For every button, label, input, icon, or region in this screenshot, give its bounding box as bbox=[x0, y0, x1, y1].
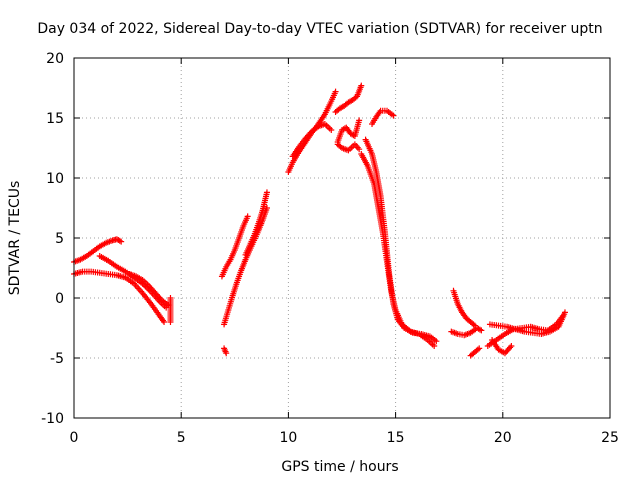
series-track-b bbox=[71, 268, 168, 325]
series-track-i bbox=[242, 189, 270, 258]
data-point bbox=[167, 319, 174, 325]
series-track-f bbox=[221, 345, 230, 357]
series-track-k bbox=[289, 121, 335, 160]
y-tick-label: 0 bbox=[55, 291, 64, 307]
data-points bbox=[71, 82, 568, 359]
series-track-n bbox=[334, 141, 363, 154]
series-track-l bbox=[332, 82, 365, 115]
y-tick-label: -10 bbox=[41, 411, 64, 427]
series-track-r bbox=[450, 287, 478, 329]
series-track-h bbox=[218, 213, 251, 280]
data-point bbox=[328, 127, 335, 133]
data-point bbox=[561, 309, 568, 316]
series-track-q bbox=[369, 107, 397, 127]
data-point bbox=[263, 189, 270, 196]
data-point bbox=[332, 88, 339, 95]
x-tick-label: 15 bbox=[387, 430, 405, 446]
series-track-p bbox=[358, 151, 438, 349]
data-point bbox=[356, 146, 363, 153]
x-tick-label: 25 bbox=[601, 430, 619, 446]
x-tick-label: 5 bbox=[177, 430, 186, 446]
series-track-w bbox=[489, 337, 515, 357]
series-track-s bbox=[448, 325, 485, 339]
y-tick-label: 15 bbox=[46, 111, 64, 127]
data-point bbox=[244, 213, 251, 220]
data-point bbox=[433, 338, 440, 345]
series-track-v bbox=[486, 309, 568, 337]
series-track-m bbox=[334, 117, 363, 145]
data-point bbox=[118, 238, 125, 245]
x-tick-label: 0 bbox=[70, 430, 79, 446]
series-track-o bbox=[362, 136, 440, 345]
y-axis-label: SDTVAR / TECUs bbox=[7, 181, 23, 296]
series-track-a bbox=[71, 236, 125, 265]
x-axis-label: GPS time / hours bbox=[281, 459, 398, 475]
y-tick-labels: -10 -5 0 5 10 15 20 bbox=[41, 51, 64, 427]
series-track-t bbox=[467, 345, 483, 359]
data-point bbox=[161, 319, 168, 325]
y-tick-label: -5 bbox=[50, 351, 64, 367]
data-point bbox=[476, 345, 483, 352]
plot-frame bbox=[73, 57, 611, 419]
series-track-d bbox=[126, 271, 172, 309]
data-point bbox=[508, 343, 515, 349]
y-tick-label: 20 bbox=[46, 51, 64, 67]
x-tick-labels: 0 5 10 15 20 25 bbox=[70, 430, 619, 446]
data-point bbox=[356, 117, 363, 124]
series-track-e bbox=[167, 295, 174, 325]
data-point bbox=[358, 82, 365, 89]
data-point bbox=[390, 112, 397, 119]
grid-lines bbox=[74, 58, 610, 418]
x-tick-label: 10 bbox=[279, 430, 297, 446]
x-tick-label: 20 bbox=[494, 430, 512, 446]
data-point bbox=[223, 350, 230, 357]
chart-title: Day 034 of 2022, Sidereal Day-to-day VTE… bbox=[37, 21, 602, 37]
data-point bbox=[431, 343, 438, 349]
y-tick-label: 10 bbox=[46, 171, 64, 187]
data-point bbox=[478, 327, 485, 334]
y-tick-label: 5 bbox=[55, 231, 64, 247]
